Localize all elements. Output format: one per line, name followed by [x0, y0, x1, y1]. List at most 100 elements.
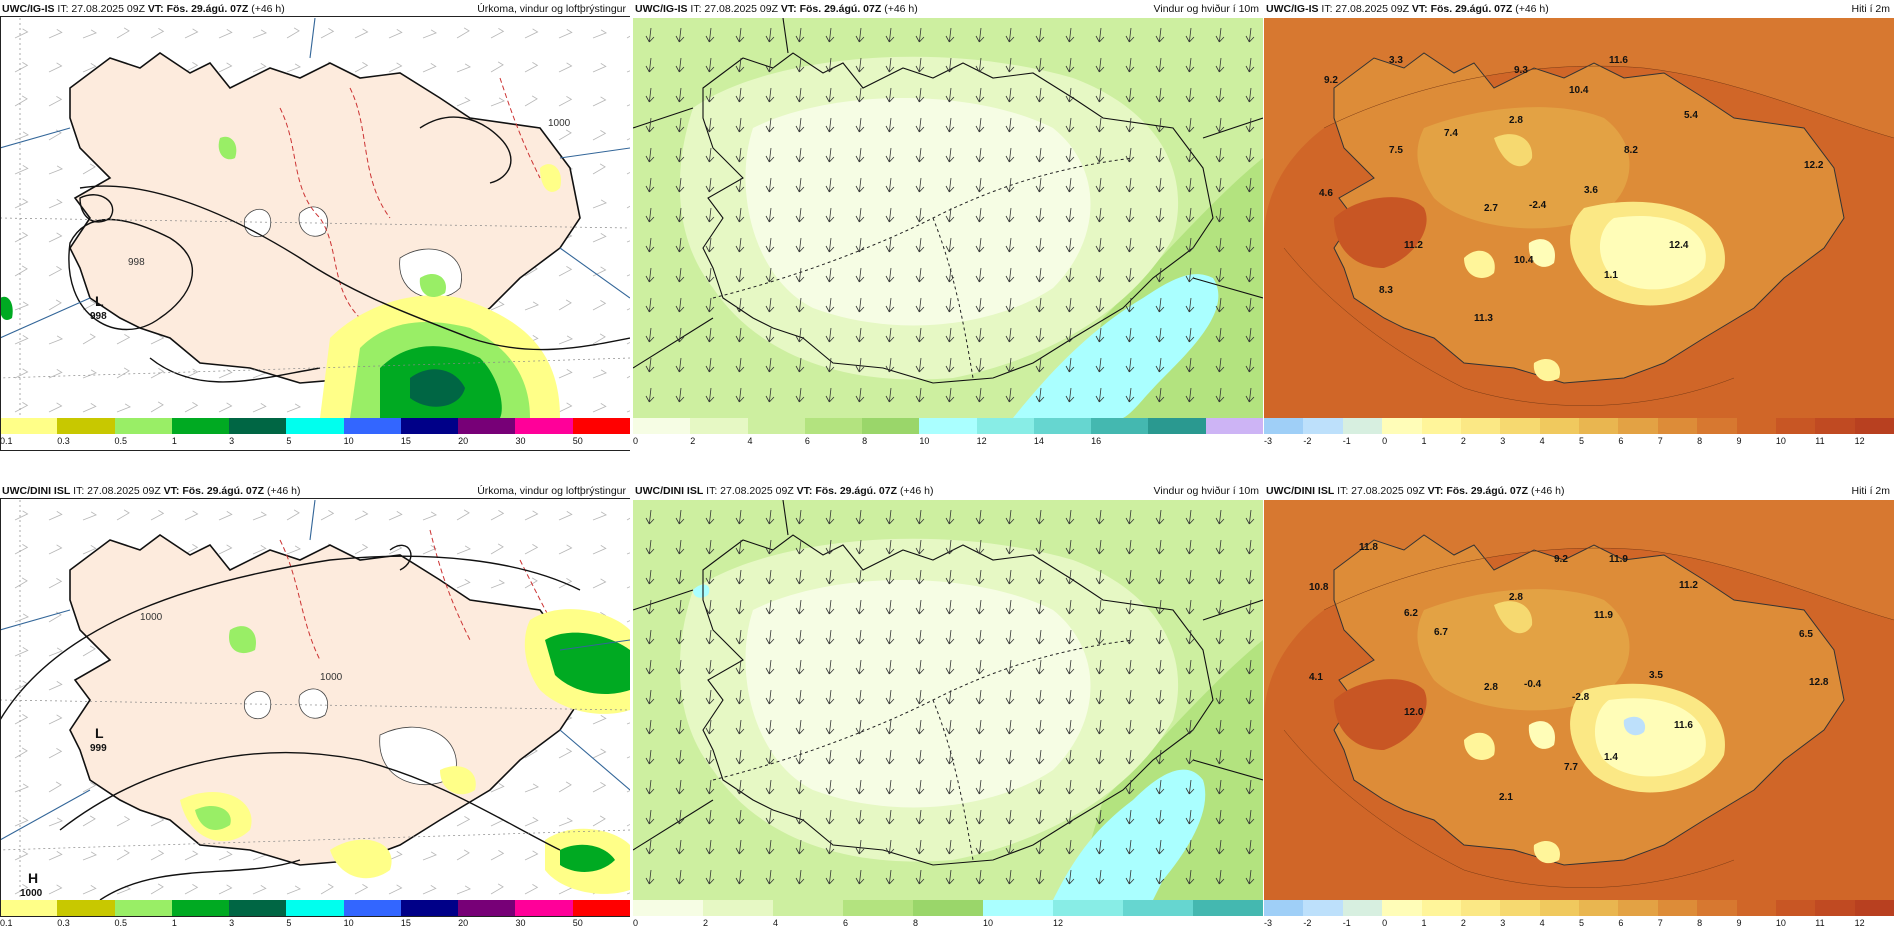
lead-time: (+46 h): [264, 485, 301, 497]
wind-arrow: [1215, 689, 1225, 705]
scale-tick-label: 0.1: [0, 918, 13, 928]
scale-ticks: 0.1 0.3 0.5 1 3 5 10 15 20 30 50: [0, 916, 630, 930]
wind-barb: [252, 885, 267, 895]
wind-barb: [218, 62, 233, 73]
scale-tick-label: 12: [1854, 436, 1865, 446]
wind-barb: [592, 29, 608, 39]
wind-map: [633, 18, 1263, 418]
temperature-value-label: 11.6: [1609, 55, 1628, 66]
wind-arrow: [735, 569, 745, 585]
wind-arrow: [795, 779, 805, 795]
temperature-value-label: -0.4: [1524, 679, 1542, 690]
wind-arrow: [765, 87, 775, 103]
wind-arrow: [645, 87, 655, 103]
wind-arrow: [795, 599, 805, 615]
wind-barb: [490, 883, 504, 895]
valid-time: Fös. 29.ágú. 07Z: [796, 3, 882, 15]
wind-barb: [218, 544, 233, 555]
wind-barb: [558, 369, 573, 379]
wind-arrow: [735, 659, 745, 675]
wind-arrow: [1005, 569, 1015, 585]
temperature-value-label: 3.5: [1649, 670, 1663, 681]
valid-label: VT:: [1411, 3, 1428, 15]
wind-barb: [592, 199, 608, 209]
wind-arrow: [1095, 267, 1105, 283]
wind-arrow: [885, 357, 895, 373]
wind-arrow: [1155, 749, 1165, 765]
wind-barb: [184, 28, 199, 39]
wind-arrow: [645, 659, 655, 675]
wind-arrow: [975, 749, 985, 765]
temperature-value-label: 11.8: [1359, 542, 1378, 553]
scale-swatch: [1775, 418, 1816, 434]
panel-igis-precip: UWC/IG-IS IT: 27.08.2025 09Z VT: Fös. 29…: [0, 0, 630, 462]
wind-arrow: [1215, 659, 1225, 675]
wind-arrow: [1185, 207, 1195, 223]
wind-arrow: [945, 297, 955, 313]
wind-arrow: [1245, 357, 1255, 373]
wind-arrow: [975, 357, 985, 373]
wind-arrow: [1215, 297, 1225, 313]
wind-arrow: [975, 207, 985, 223]
scale-tick-label: -1: [1342, 436, 1351, 446]
temperature-value-label: 2.1: [1499, 792, 1513, 803]
wind-arrow: [675, 869, 685, 885]
wind-arrow: [765, 27, 775, 43]
wind-arrow: [1245, 237, 1255, 253]
wind-arrow: [945, 207, 955, 223]
iceland-coastline: [702, 52, 1214, 384]
wind-barb: [82, 645, 96, 657]
wind-arrow: [765, 599, 775, 615]
wind-arrow: [765, 57, 775, 73]
wind-arrow: [1035, 57, 1045, 73]
wind-barb: [592, 578, 607, 589]
wind-barb: [14, 165, 29, 175]
wind-arrow: [1065, 869, 1075, 885]
wind-arrow: [705, 539, 715, 555]
wind-arrow: [915, 147, 925, 163]
wind-arrow: [1185, 539, 1195, 555]
scale-tick-label: 1: [1421, 436, 1427, 446]
wind-arrow: [1245, 779, 1255, 795]
wind-arrow: [1095, 749, 1105, 765]
wind-arrow: [825, 207, 835, 223]
wind-arrow: [855, 27, 865, 43]
wind-arrow: [915, 237, 925, 253]
wind-arrow: [1005, 297, 1015, 313]
wind-arrow: [945, 57, 955, 73]
temperature-value-label: -2.8: [1572, 692, 1590, 703]
wind-arrow: [1005, 147, 1015, 163]
wind-arrow: [1005, 599, 1015, 615]
wind-arrow: [975, 177, 985, 193]
wind-barb: [286, 27, 300, 39]
wind-arrow: [675, 357, 685, 373]
wind-arrow: [825, 599, 835, 615]
scale-swatch: [804, 418, 863, 434]
wind-arrow: [735, 57, 745, 73]
glaciers: [244, 688, 457, 786]
wind-barb: [592, 96, 607, 107]
wind-arrow: [855, 327, 865, 343]
wind-arrow: [705, 207, 715, 223]
wind-arrow: [825, 719, 835, 735]
wind-arrow: [795, 87, 805, 103]
wind-barb: [48, 165, 64, 175]
wind-barb: [524, 510, 539, 521]
wind-arrow: [1035, 147, 1045, 163]
wind-arrow: [735, 297, 745, 313]
wind-arrow: [1005, 87, 1015, 103]
scale-swatch: [515, 418, 573, 434]
scale-swatch: [919, 418, 977, 434]
wind-arrow: [915, 839, 925, 855]
wind-arrow: [1125, 27, 1135, 43]
wind-barb: [150, 850, 165, 861]
scale-tick-label: 15: [400, 918, 411, 928]
wind-arrow: [675, 659, 685, 675]
wind-arrow: [765, 387, 775, 403]
wind-arrow: [1245, 387, 1255, 403]
wind-arrow: [1065, 779, 1075, 795]
wind-arrow: [825, 147, 835, 163]
scale-tick-label: 5: [286, 918, 292, 928]
wind-arrow: [1035, 779, 1045, 795]
wind-arrow: [945, 599, 955, 615]
